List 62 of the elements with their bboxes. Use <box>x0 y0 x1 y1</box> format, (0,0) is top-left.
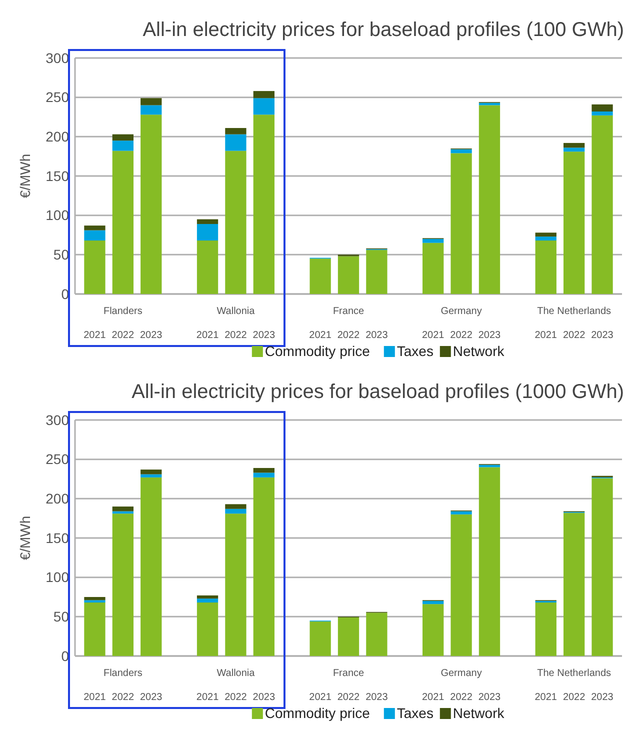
x-tick-label: 2022 <box>562 330 586 341</box>
x-tick-label: 2022 <box>450 330 473 341</box>
x-tick-label: 2023 <box>140 692 163 703</box>
x-tick-label: 2021 <box>534 692 558 703</box>
chart-title: All-in electricity prices for baseload profiles (100 GWh) <box>142 19 624 41</box>
x-tick-label: 2023 <box>478 330 502 341</box>
legend-label: Taxes <box>396 343 434 359</box>
y-tick-label: 150 <box>46 168 70 184</box>
y-axis-title: €/MWh <box>17 154 33 198</box>
y-tick-label: 250 <box>46 451 70 468</box>
y-tick-label: 50 <box>53 608 70 625</box>
x-tick-label: 2023 <box>591 692 614 703</box>
x-tick-label: 2021 <box>84 692 106 703</box>
x-tick-label: 2022 <box>450 692 473 703</box>
text: Germany <box>440 668 482 679</box>
x-tick-label: 2022 <box>337 330 360 341</box>
x-tick-label: 2022 <box>112 330 134 341</box>
text: The Netherlands <box>537 668 612 679</box>
x-tick-label: 2023 <box>252 330 276 341</box>
y-axis-title: €/MWh <box>17 516 33 560</box>
y-tick-label: 200 <box>46 128 70 145</box>
x-tick-label: 2022 <box>112 692 134 703</box>
y-tick-label: 250 <box>46 89 70 106</box>
x-tick-label: 2021 <box>422 330 445 341</box>
y-tick-label: 150 <box>46 530 70 546</box>
x-tick-label: 2021 <box>309 692 332 703</box>
y-tick-label: 50 <box>53 246 70 263</box>
x-tick-label: 2022 <box>224 692 248 703</box>
x-tick-label: 2023 <box>252 692 276 703</box>
x-tick-label: 2023 <box>140 330 163 341</box>
legend-label: Commodity price <box>264 705 370 721</box>
y-tick-label: 200 <box>46 490 70 507</box>
chart-title: All-in electricity prices for baseload profiles (1000 GWh) <box>132 381 624 403</box>
x-tick-label: 2021 <box>84 330 106 341</box>
x-tick-label: 2021 <box>196 330 220 341</box>
y-tick-label: 100 <box>46 569 70 586</box>
text: Wallonia <box>216 306 256 317</box>
text: Wallonia <box>216 668 256 679</box>
x-tick-label: 2022 <box>562 692 586 703</box>
x-tick-label: 2023 <box>366 692 388 703</box>
x-tick-label: 2021 <box>422 692 445 703</box>
text: France <box>332 306 364 317</box>
x-tick-label: 2022 <box>224 330 248 341</box>
text: The Netherlands <box>537 306 612 317</box>
legend-label: Commodity price <box>264 343 370 359</box>
legend-label: Network <box>452 343 506 359</box>
x-tick-label: 2023 <box>366 330 388 341</box>
legend-label: Network <box>452 705 506 721</box>
legend-label: Taxes <box>396 705 434 721</box>
x-tick-label: 2021 <box>196 692 220 703</box>
y-tick-label: 300 <box>46 50 70 66</box>
x-tick-label: 2021 <box>309 330 332 341</box>
x-tick-label: 2021 <box>534 330 558 341</box>
y-tick-label: 100 <box>46 207 70 224</box>
text: France <box>332 668 364 679</box>
x-tick-label: 2023 <box>591 330 614 341</box>
text: Germany <box>440 306 482 317</box>
text: Flanders <box>103 306 142 317</box>
x-tick-label: 2022 <box>337 692 360 703</box>
text: Flanders <box>103 668 142 679</box>
x-tick-label: 2023 <box>478 692 502 703</box>
y-tick-label: 300 <box>46 412 70 428</box>
